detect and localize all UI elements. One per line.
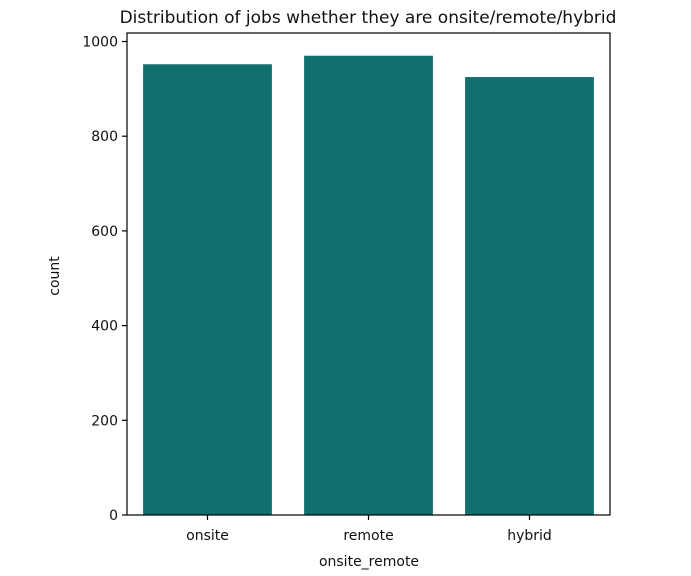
plot-frame	[126, 32, 611, 516]
y-tick-label: 1000	[82, 35, 118, 51]
x-tick-label-onsite: onsite	[186, 528, 229, 544]
bar-hybrid	[465, 77, 594, 516]
bar-onsite	[143, 64, 272, 515]
y-tick-label: 800	[91, 129, 118, 145]
bars-group	[143, 55, 594, 516]
x-tick-label-remote: remote	[343, 528, 393, 544]
x-axis-label: onsite_remote	[319, 554, 419, 570]
bar-remote	[304, 55, 433, 515]
y-axis: 0 200 400 600 800 1000	[82, 35, 127, 524]
y-tick-label: 400	[91, 319, 118, 335]
x-axis: onsite remote hybrid	[186, 515, 552, 544]
y-tick-label: 600	[91, 224, 118, 240]
y-tick-label: 200	[91, 413, 118, 429]
chart-title: Distribution of jobs whether they are on…	[120, 8, 617, 28]
x-tick-label-hybrid: hybrid	[507, 528, 552, 544]
y-axis-label: count	[47, 256, 63, 296]
y-tick-label: 0	[109, 508, 118, 524]
